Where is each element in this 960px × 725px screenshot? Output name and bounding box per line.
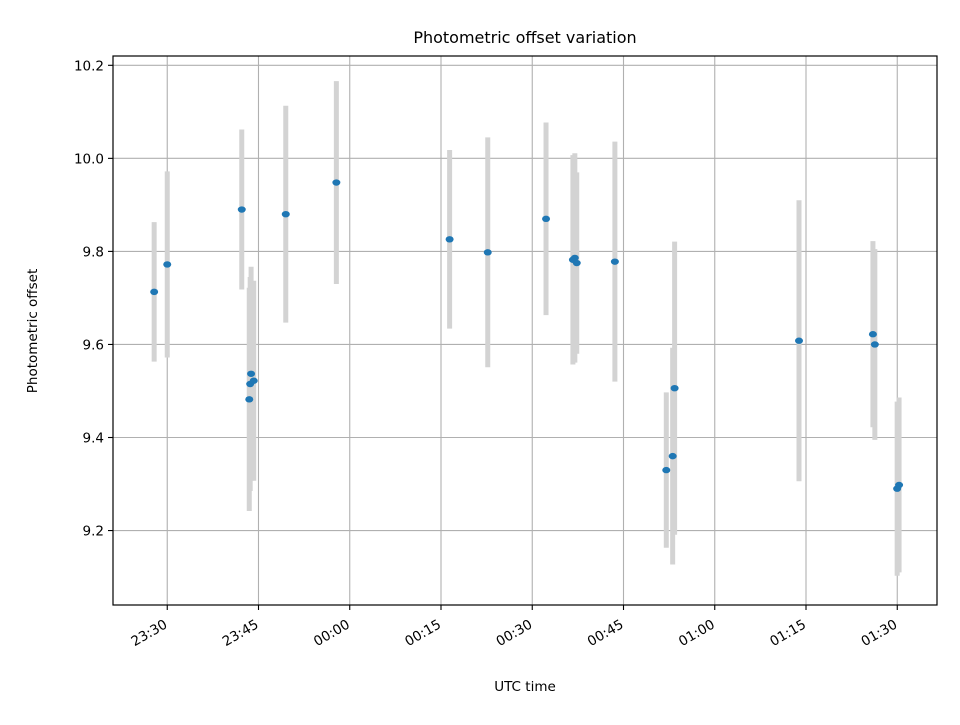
- y-axis-label: Photometric offset: [25, 269, 41, 393]
- data-point: [542, 215, 551, 223]
- data-point: [668, 452, 677, 460]
- y-tick-label: 10.0: [74, 151, 104, 167]
- y-tick-label: 10.2: [74, 58, 104, 74]
- y-tick-label: 9.6: [83, 337, 104, 353]
- y-axis-ticks: 9.2 9.4 9.6 9.8 10.0 10.2: [74, 58, 113, 540]
- data-point: [247, 370, 256, 377]
- point-layer: [150, 179, 904, 492]
- data-point: [237, 206, 246, 213]
- chart-title: Photometric offset variation: [413, 28, 636, 47]
- data-point: [150, 288, 159, 296]
- data-point: [795, 337, 804, 344]
- data-point: [332, 179, 341, 186]
- data-point: [870, 341, 879, 348]
- data-point: [163, 261, 172, 268]
- data-point: [445, 236, 454, 243]
- data-point: [570, 254, 579, 262]
- y-tick-label: 9.4: [83, 431, 104, 447]
- x-axis-label: UTC time: [494, 679, 556, 695]
- y-tick-label: 9.2: [83, 524, 104, 540]
- data-point: [249, 377, 258, 384]
- data-point: [483, 249, 492, 256]
- plot-frame: [112, 55, 938, 606]
- y-tick-label: 9.8: [83, 244, 104, 260]
- data-point: [245, 396, 254, 403]
- data-point: [670, 384, 679, 392]
- data-point: [572, 259, 581, 267]
- data-point: [662, 466, 671, 474]
- data-point: [610, 258, 619, 265]
- data-point: [895, 481, 904, 489]
- data-point: [281, 210, 290, 218]
- data-point: [868, 331, 877, 338]
